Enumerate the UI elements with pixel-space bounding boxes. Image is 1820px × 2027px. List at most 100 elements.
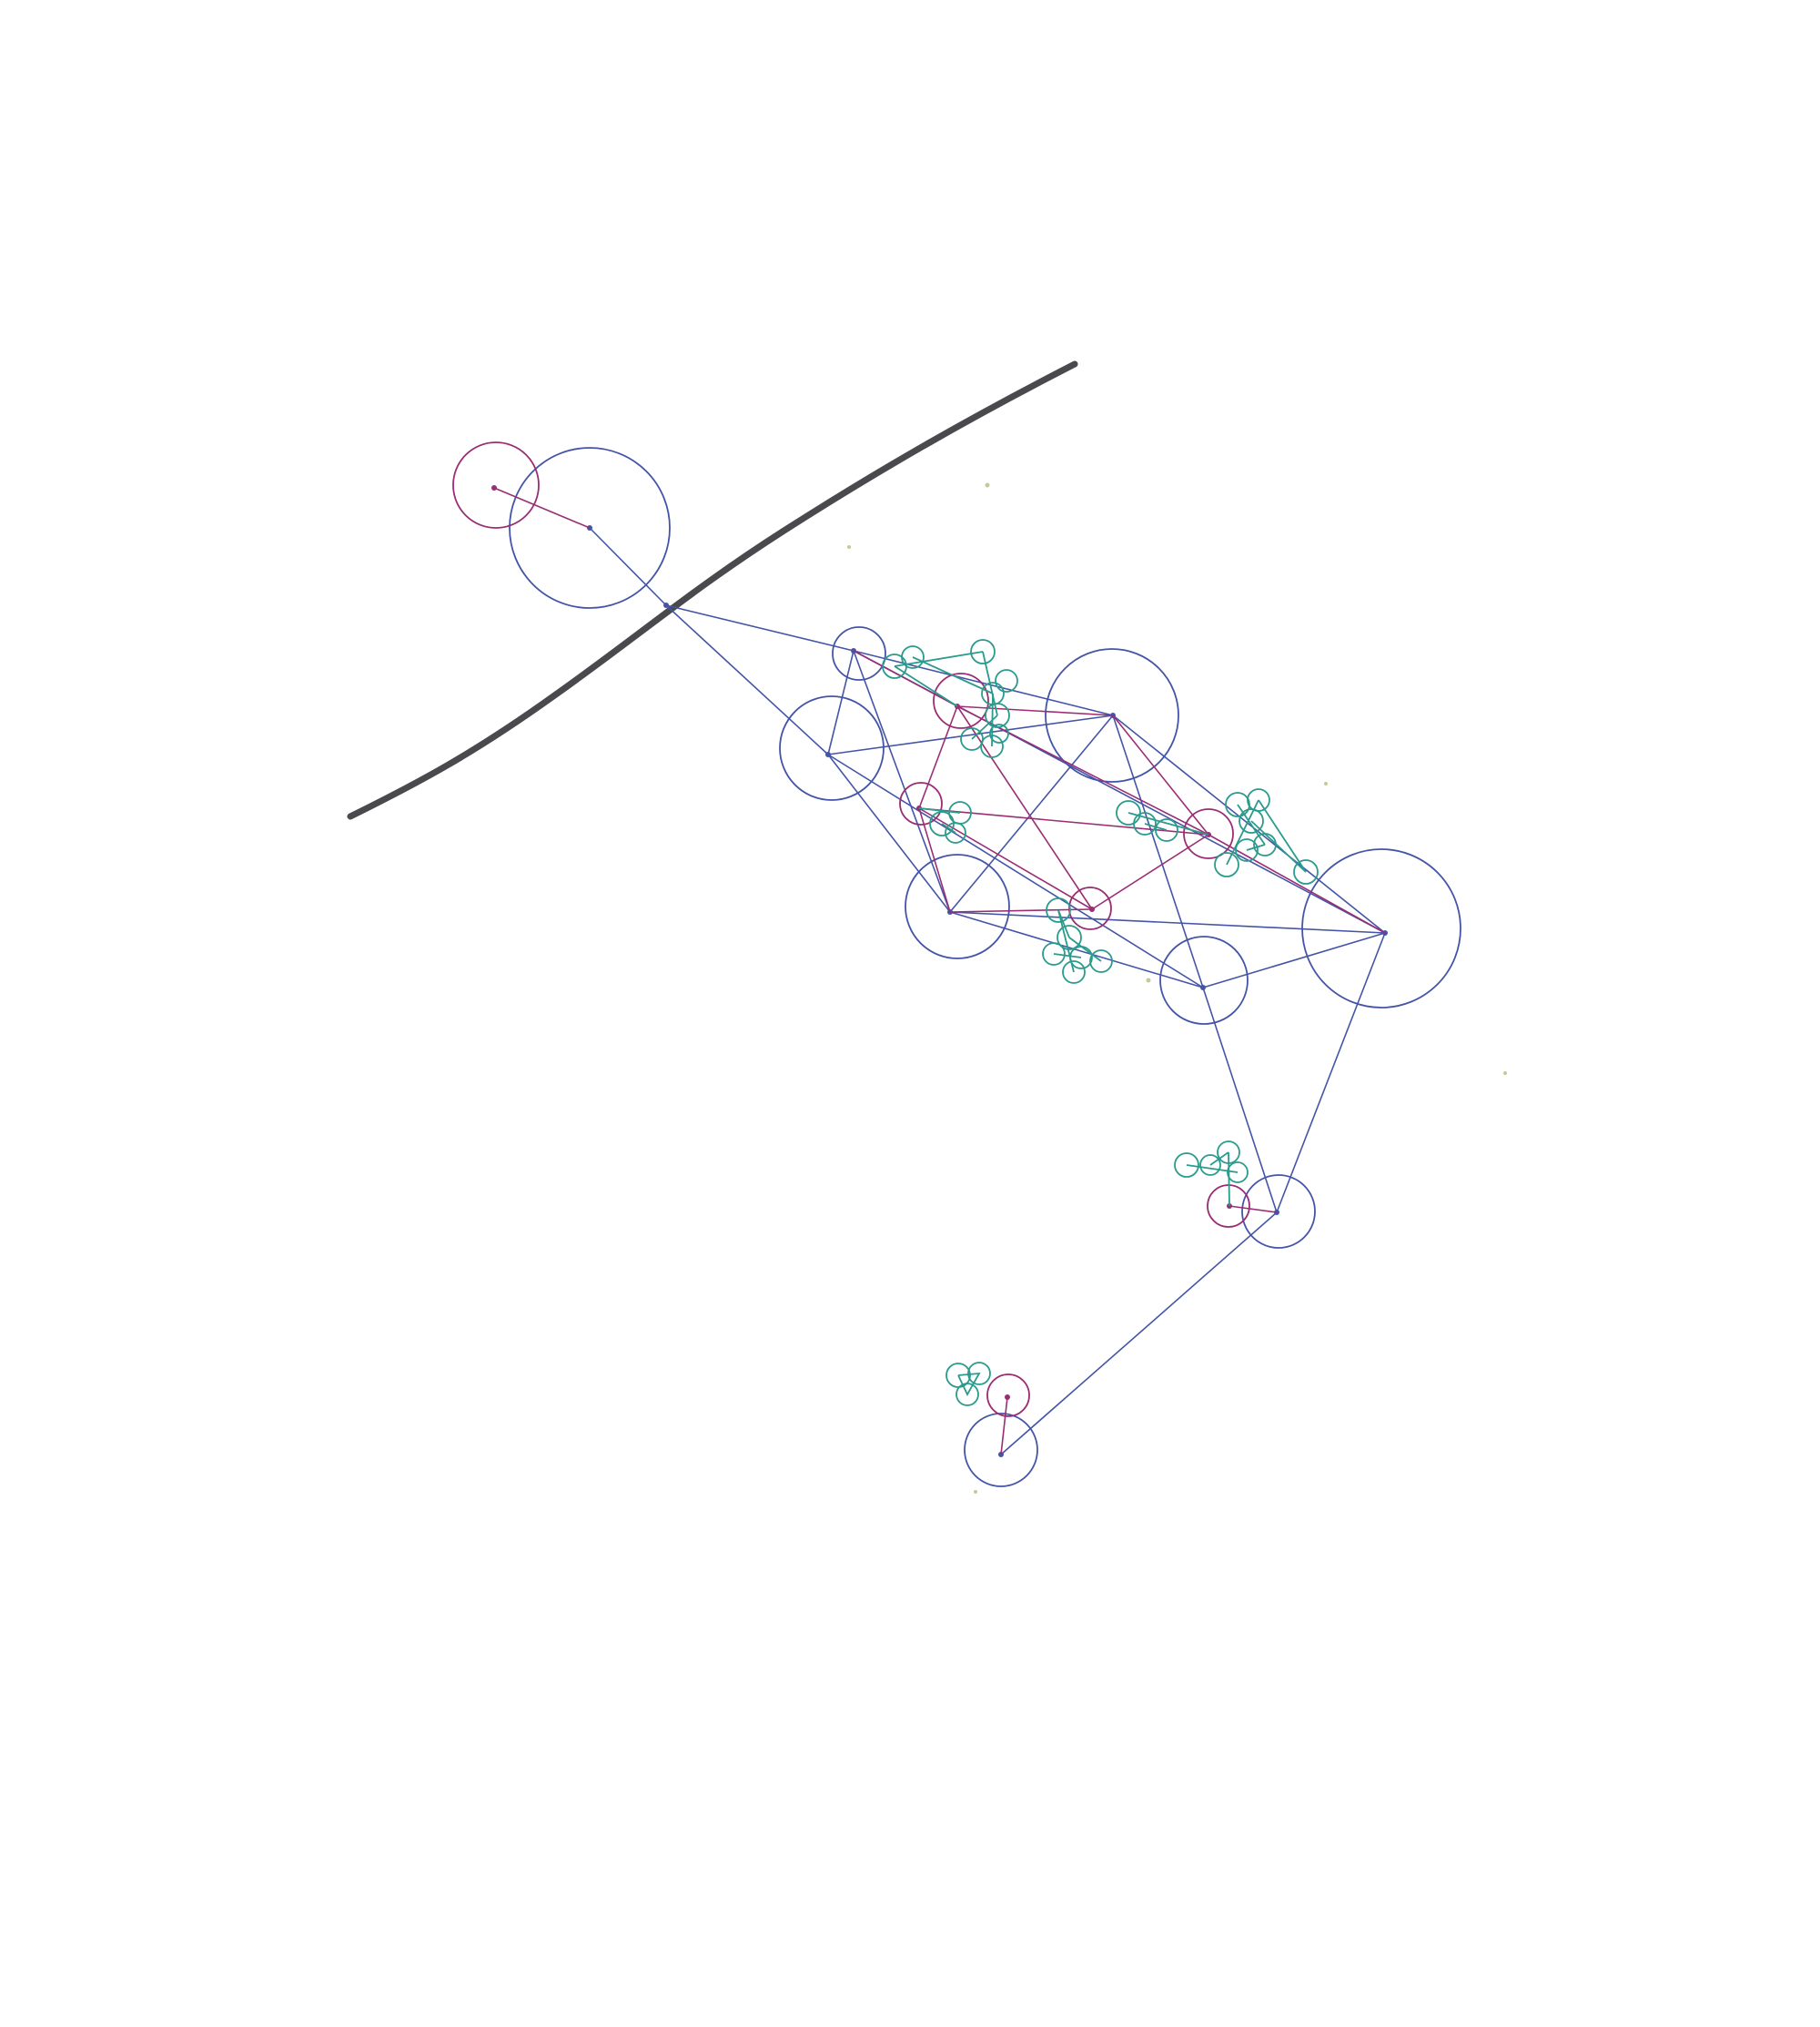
teal-line	[1237, 804, 1266, 846]
speck	[1324, 782, 1328, 785]
teal-circle	[989, 724, 1009, 744]
blue-line	[665, 604, 854, 652]
teal-circle	[1057, 925, 1082, 950]
teal-line	[1228, 1151, 1230, 1207]
blue-line	[827, 715, 1114, 755]
teal-circle	[985, 703, 1010, 728]
blue-circle	[509, 447, 671, 609]
blue-circle	[905, 854, 1010, 959]
thick-dark-line	[347, 360, 1078, 820]
magenta-line	[918, 807, 951, 913]
blue-line	[1000, 1211, 1278, 1455]
teal-line	[1068, 937, 1102, 962]
teal-line	[1250, 820, 1307, 873]
blue-line	[589, 527, 667, 606]
teal-clusters	[882, 639, 1319, 1406]
teal-circle	[970, 639, 996, 664]
teal-circle	[1227, 1161, 1249, 1183]
magenta-line	[918, 807, 1093, 910]
blue-circle	[1241, 1174, 1316, 1249]
teal-line	[1246, 844, 1266, 851]
blue-line	[949, 911, 1386, 934]
speck	[985, 482, 990, 488]
teal-line	[1127, 812, 1209, 836]
teal-circle	[901, 645, 925, 669]
teal-line	[982, 651, 998, 716]
teal-line	[1053, 953, 1082, 958]
teal-circle	[1046, 897, 1071, 923]
teal-line	[1209, 1151, 1229, 1166]
blue-line	[827, 650, 854, 755]
blue-line	[853, 650, 1114, 716]
blue-line	[665, 604, 829, 755]
magenta-line	[918, 705, 958, 809]
teal-circle	[1199, 1154, 1221, 1176]
teal-line	[1057, 909, 1075, 973]
blue-circle	[1159, 936, 1249, 1025]
teal-circle	[967, 1362, 991, 1385]
blue-line	[1202, 987, 1278, 1213]
magenta-line	[1208, 834, 1386, 934]
node-dot	[1200, 985, 1206, 990]
teal-circle	[1089, 949, 1113, 973]
magenta-line	[1000, 1396, 1008, 1455]
blue-line	[827, 754, 951, 913]
teal-circle	[956, 1383, 979, 1406]
teal-circle	[1133, 812, 1157, 836]
magenta-circle	[1183, 808, 1234, 859]
node-dot	[1089, 907, 1095, 912]
blue-network-circles	[509, 447, 1461, 1487]
teal-circle	[1062, 960, 1086, 984]
teal-circle	[1116, 800, 1141, 826]
teal-line	[1258, 799, 1307, 873]
magenta-line	[956, 705, 1093, 910]
node-dot	[825, 752, 831, 757]
teal-circle	[1214, 852, 1239, 877]
blue-circle	[779, 695, 885, 801]
blue-line	[1112, 715, 1204, 988]
teal-circle	[1293, 859, 1319, 885]
speck	[847, 545, 851, 549]
teal-line	[1144, 823, 1168, 831]
blue-line	[1276, 932, 1386, 1213]
blue-network-lines	[589, 527, 1386, 1455]
magenta-line	[493, 487, 591, 529]
magenta-line	[918, 807, 1209, 836]
blue-line	[949, 715, 1114, 913]
speck	[974, 1490, 977, 1494]
blue-line	[853, 650, 951, 913]
teal-circle	[1235, 838, 1259, 862]
teal-line	[894, 651, 984, 667]
magenta-line	[1091, 834, 1209, 910]
magenta-circle	[986, 1373, 1030, 1417]
blue-line	[1112, 715, 1386, 934]
teal-triangle	[957, 1372, 981, 1396]
teal-circle	[1239, 808, 1264, 834]
teal-line	[991, 693, 994, 747]
teal-cluster-bottom	[1042, 897, 1113, 984]
teal-circle	[945, 822, 966, 844]
teal-cluster-right	[1214, 788, 1319, 885]
node-dot	[663, 603, 669, 608]
blue-circle	[832, 626, 886, 681]
blue-line	[827, 754, 1204, 988]
teal-circle	[995, 669, 1018, 693]
teal-cluster-left	[918, 801, 972, 844]
magenta-circle	[899, 782, 943, 826]
teal-circle	[1042, 942, 1066, 966]
blue-circle	[1301, 848, 1461, 1008]
blue-circle	[964, 1413, 1038, 1487]
teal-line	[912, 656, 994, 694]
teal-line	[1226, 799, 1259, 866]
node-dot	[491, 485, 497, 491]
node-dot	[1005, 1394, 1010, 1400]
blue-line	[1202, 932, 1386, 988]
teal-line	[918, 807, 961, 814]
teal-circle	[1174, 1152, 1199, 1178]
teal-line	[941, 823, 956, 834]
teal-cluster-bottom-small	[945, 1362, 991, 1406]
blue-circle	[1045, 648, 1179, 783]
speck	[1503, 1071, 1507, 1075]
